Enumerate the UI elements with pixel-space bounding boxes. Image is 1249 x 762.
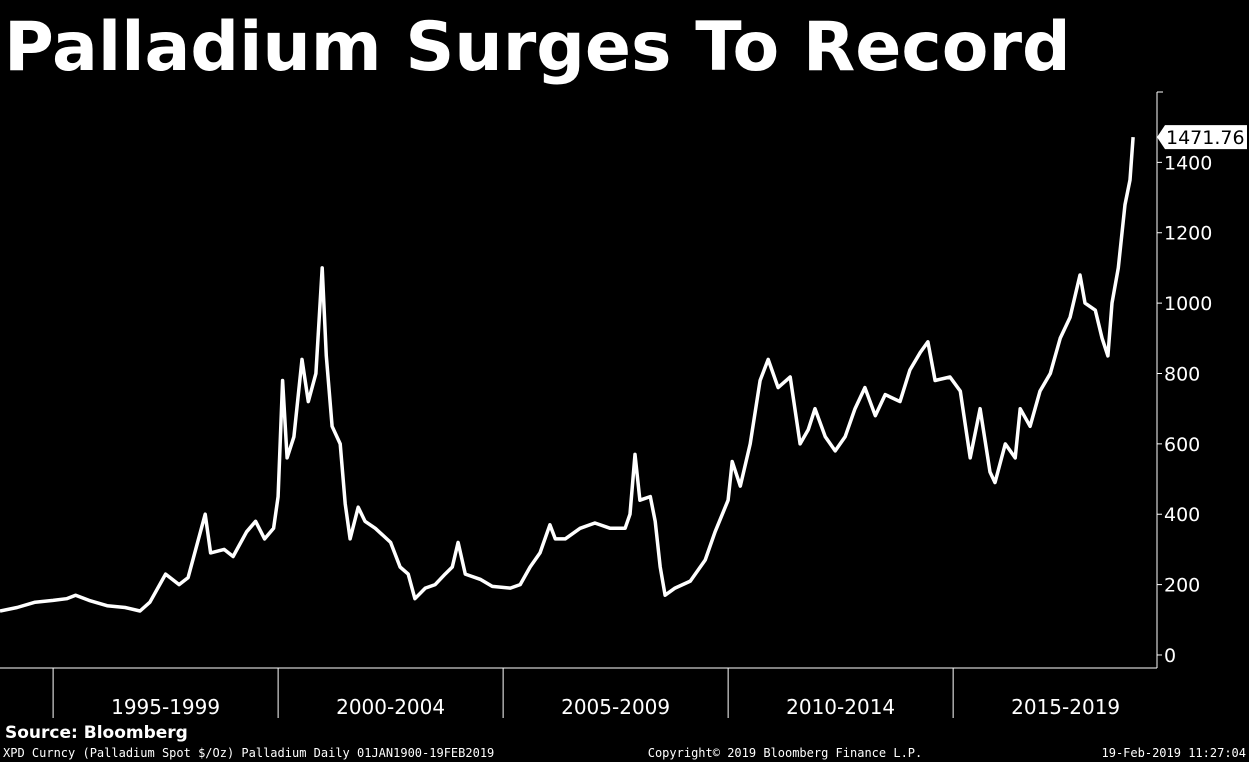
x-period-label: 2005-2009	[561, 695, 670, 719]
price-line	[0, 136, 1135, 613]
y-tick-label: 0	[1164, 645, 1176, 667]
y-tick-label: 200	[1164, 575, 1200, 597]
y-tick-label: 400	[1164, 504, 1200, 526]
x-period-label: 1995-1999	[111, 695, 220, 719]
footer-right: 19-Feb-2019 11:27:04	[1102, 746, 1247, 760]
source: Source: Bloomberg	[5, 723, 188, 743]
y-tick-label: 1200	[1164, 223, 1212, 245]
y-tick-label: 800	[1164, 363, 1200, 385]
chart-title: Palladium Surges To Record	[4, 8, 1071, 87]
y-tick-label: 600	[1164, 434, 1200, 456]
x-period-label: 2000-2004	[336, 695, 445, 719]
x-period-label: 2015-2019	[1011, 695, 1120, 719]
x-period-label: 2010-2014	[786, 695, 895, 719]
last-value-label: 1471.76	[1166, 127, 1245, 149]
footer-left: XPD Curncy (Palladium Spot $/Oz) Palladi…	[3, 746, 494, 760]
y-tick-label: 1400	[1164, 152, 1212, 174]
footer-center: Copyright© 2019 Bloomberg Finance L.P.	[648, 746, 923, 760]
last-value-tag	[1157, 125, 1247, 150]
y-tick-label: 1000	[1164, 293, 1212, 315]
